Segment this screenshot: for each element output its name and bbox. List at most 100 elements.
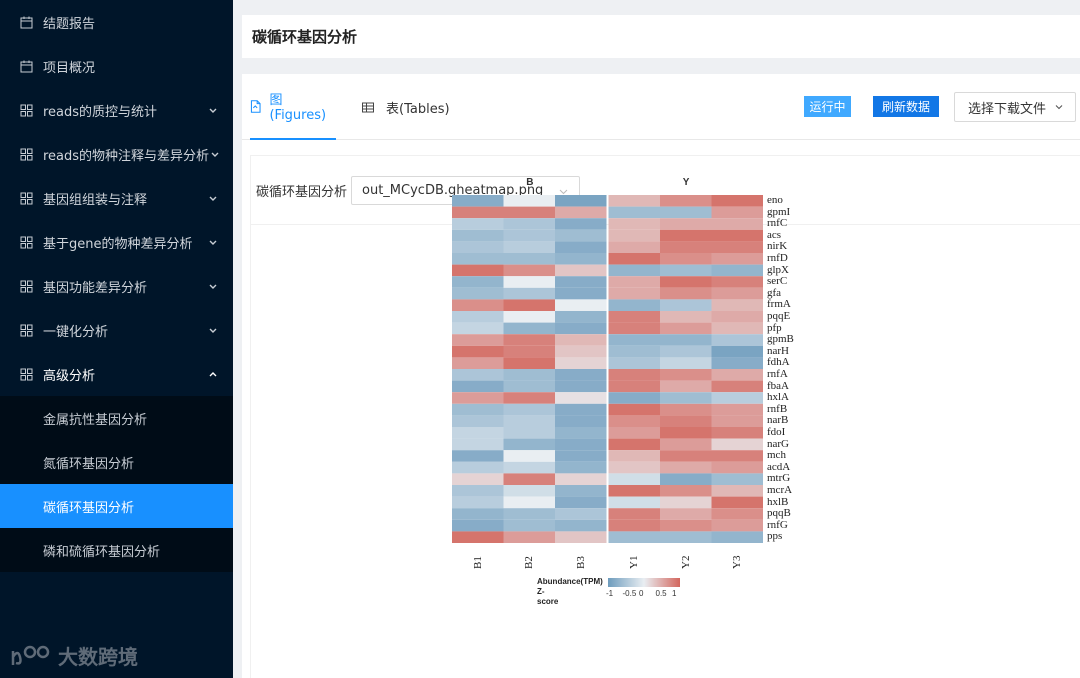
heatmap-cell [555, 195, 607, 207]
sidebar-item-label: 项目概况 [43, 60, 96, 76]
table-icon [362, 102, 374, 112]
heatmap-cell [555, 403, 607, 416]
heatmap-cell [660, 531, 712, 543]
heatmap-cell [452, 427, 504, 439]
heatmap-grid [452, 195, 763, 543]
heatmap-cell [503, 392, 555, 404]
heatmap-cell [503, 287, 555, 300]
file-select-value: out_MCycDB.gheatmap.png [362, 183, 544, 198]
heatmap-cell [452, 392, 504, 404]
sidebar-item-3[interactable]: reads的物种注释与差异分析 [0, 132, 233, 176]
heatmap-cell [503, 229, 555, 242]
sidebar-item-label: 基于gene的物种差异分析 [43, 236, 193, 252]
heatmap-cell [660, 195, 712, 207]
heatmap-cell [660, 369, 712, 381]
heatmap-cell [608, 485, 660, 497]
heatmap-cell [555, 322, 607, 335]
heatmap-cell [660, 461, 712, 474]
heatmap-cell [555, 299, 607, 311]
heatmap-cell [711, 403, 763, 416]
sidebar-item-label: 一键化分析 [43, 324, 109, 340]
calendar-icon [20, 60, 33, 73]
heatmap-cell [660, 392, 712, 404]
row-label: rnfC [767, 217, 788, 230]
heatmap-cell [555, 508, 607, 520]
heatmap-cell [555, 473, 607, 485]
tab-tables[interactable]: 表(Tables) [362, 74, 450, 140]
heatmap-cell [660, 229, 712, 242]
sidebar-item-2[interactable]: reads的质控与统计 [0, 88, 233, 132]
heatmap-cell [452, 461, 504, 474]
column-label: B1 [471, 556, 484, 569]
tab-figures-label: 图(Figures) [269, 93, 327, 123]
heatmap-cell [711, 276, 763, 288]
heatmap-cell [503, 369, 555, 381]
chevron-down-icon [559, 189, 568, 195]
sidebar-item-6[interactable]: 基因功能差异分析 [0, 264, 233, 308]
heatmap-cell [711, 264, 763, 277]
heatmap-cell [452, 357, 504, 369]
grid-icon [20, 104, 33, 117]
heatmap-cell [608, 415, 660, 427]
heatmap-cell [503, 519, 555, 532]
heatmap-cell [711, 427, 763, 439]
heatmap-cell [608, 311, 660, 323]
heatmap-cell [608, 531, 660, 543]
submenu: 金属抗性基因分析 氮循环基因分析碳循环基因分析磷和硫循环基因分析 [0, 396, 233, 572]
heatmap-cell [452, 380, 504, 393]
group-label: Y [682, 177, 690, 188]
sidebar-item-label: 基因功能差异分析 [43, 280, 148, 296]
submenu-item-3[interactable]: 磷和硫循环基因分析 [43, 544, 161, 560]
heatmap-cell [555, 380, 607, 393]
heatmap-cell [711, 438, 763, 451]
sidebar-item-8[interactable]: 高级分析 [0, 352, 233, 396]
heatmap-cell [660, 345, 712, 358]
submenu-item-0[interactable]: 金属抗性基因分析 [43, 412, 148, 428]
heatmap-cell [555, 253, 607, 265]
logo-mark-icon [11, 645, 50, 665]
heatmap-cell [452, 206, 504, 219]
sidebar-item-5[interactable]: 基于gene的物种差异分析 [0, 220, 233, 264]
heatmap-cell [503, 241, 555, 253]
heatmap-cell [452, 322, 504, 335]
heatmap-cell [711, 508, 763, 520]
row-label: mcrA [767, 484, 793, 496]
heatmap-cell [660, 380, 712, 393]
heatmap-cell [503, 206, 555, 219]
row-label: rnfA [767, 368, 788, 380]
heatmap-cell [711, 357, 763, 369]
heatmap-cell [660, 357, 712, 369]
legend-tick: 1 [672, 589, 677, 598]
heatmap-cell [608, 380, 660, 393]
tab-tables-label: 表(Tables) [386, 101, 450, 117]
heatmap-cell [660, 241, 712, 253]
heatmap-cell [608, 264, 660, 277]
legend-title: Abundance(TPM) [537, 577, 603, 586]
grid-icon [20, 148, 33, 161]
heatmap-cell [452, 531, 504, 543]
running-button[interactable]: 运行中 [804, 96, 851, 117]
heatmap-cell [660, 206, 712, 219]
submenu-item-2[interactable]: 碳循环基因分析 [0, 484, 233, 528]
grid-icon [20, 192, 33, 205]
sidebar-item-1[interactable]: 项目概况 [0, 44, 233, 88]
heatmap-cell [608, 519, 660, 532]
legend-color-bar [608, 578, 680, 587]
refresh-button[interactable]: 刷新数据 [873, 96, 939, 117]
heatmap-cell [555, 229, 607, 242]
heatmap-cell [711, 485, 763, 497]
tabs-bar: 图(Figures) 表(Tables) 运行中 刷新数据 选择下载文件 [242, 74, 1080, 140]
tab-figures[interactable]: 图(Figures) [250, 74, 336, 140]
sidebar-item-7[interactable]: 一键化分析 [0, 308, 233, 352]
sidebar-item-4[interactable]: 基因组组装与注释 [0, 176, 233, 220]
heatmap-cell [660, 438, 712, 451]
heatmap-cell [503, 311, 555, 323]
heatmap-cell [608, 461, 660, 474]
submenu-item-1[interactable]: 氮循环基因分析 [43, 456, 135, 472]
heatmap-cell [555, 450, 607, 462]
heatmap-cell [452, 253, 504, 265]
sidebar-item-0[interactable]: 结题报告 [0, 0, 233, 44]
download-file-select[interactable]: 选择下载文件 [954, 92, 1076, 122]
heatmap-cell [660, 473, 712, 485]
